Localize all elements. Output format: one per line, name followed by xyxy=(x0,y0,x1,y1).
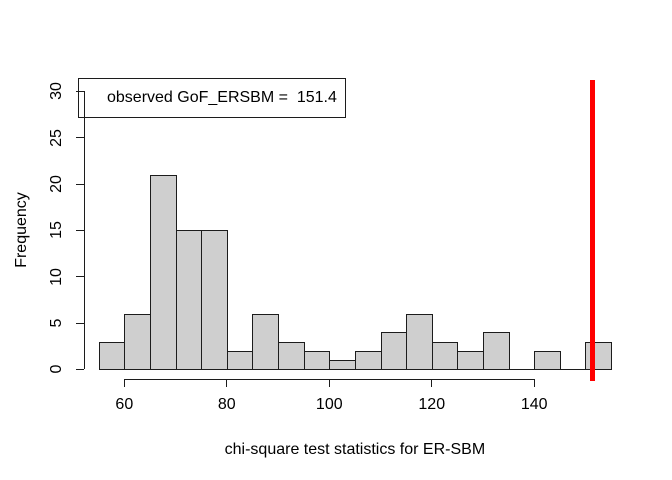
y-axis-title: Frequency xyxy=(13,192,30,269)
observed-value-line xyxy=(590,80,596,381)
y-tick xyxy=(76,183,84,185)
y-tick-label: 10 xyxy=(48,267,65,286)
histogram-bar xyxy=(457,350,484,371)
y-tick-label: 15 xyxy=(48,221,65,240)
histogram-bar xyxy=(380,332,408,371)
y-tick xyxy=(76,229,84,231)
y-axis-line xyxy=(84,91,85,370)
histogram-bar xyxy=(175,230,203,371)
y-tick xyxy=(76,276,84,278)
x-tick xyxy=(123,379,125,387)
x-tick xyxy=(533,379,535,387)
legend-box: observed GoF_ERSBM = 151.4 xyxy=(78,77,346,118)
y-tick-label: 30 xyxy=(48,82,65,101)
histogram-bar xyxy=(431,341,459,371)
x-tick-label: 80 xyxy=(217,396,236,413)
histogram-bar xyxy=(124,313,151,371)
histogram-bar xyxy=(149,174,177,371)
y-tick xyxy=(76,90,84,92)
y-tick xyxy=(76,322,84,324)
histogram-bar xyxy=(278,341,305,371)
histogram-bar xyxy=(303,350,331,371)
x-tick xyxy=(328,379,330,387)
legend-text: observed GoF_ERSBM = 151.4 xyxy=(107,88,337,106)
histogram-bar xyxy=(585,341,613,371)
x-tick-label: 60 xyxy=(115,396,134,413)
y-tick xyxy=(76,137,84,139)
x-tick-label: 100 xyxy=(315,396,343,413)
x-axis-title: chi-square test statistics for ER-SBM xyxy=(224,441,486,458)
histogram-bar xyxy=(329,360,356,371)
histogram-bar xyxy=(483,332,510,371)
y-tick-label: 5 xyxy=(48,318,65,328)
histogram-bar xyxy=(354,350,382,371)
histogram-bar xyxy=(226,350,254,371)
x-tick-label: 120 xyxy=(418,396,446,413)
histogram-bar xyxy=(534,350,561,371)
y-tick-label: 20 xyxy=(48,175,65,193)
y-tick-label: 25 xyxy=(48,128,65,147)
x-tick-label: 140 xyxy=(520,396,548,413)
x-tick xyxy=(431,379,433,387)
x-tick xyxy=(226,379,228,387)
histogram-bar xyxy=(201,230,228,371)
histogram-bar xyxy=(406,313,433,371)
y-tick xyxy=(76,368,84,370)
histogram-bar xyxy=(252,313,280,371)
y-tick-label: 0 xyxy=(48,365,65,374)
histogram-bar xyxy=(98,341,126,371)
